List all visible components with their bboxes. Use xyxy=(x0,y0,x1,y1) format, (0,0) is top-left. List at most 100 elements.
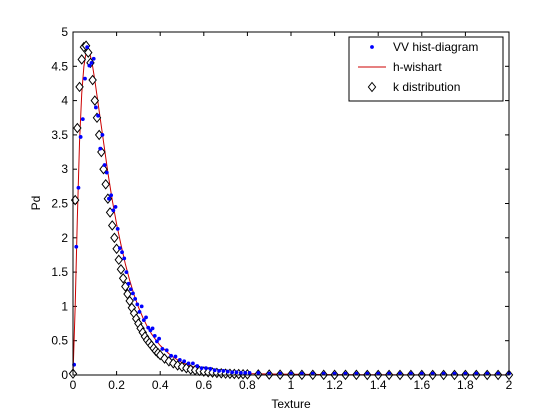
data-point xyxy=(78,135,83,139)
data-point xyxy=(83,76,87,81)
data-point xyxy=(113,205,118,209)
data-point xyxy=(204,366,208,371)
y-tick-label: 1.5 xyxy=(51,265,68,279)
legend-entry: VV hist-diagram xyxy=(370,40,478,54)
data-point xyxy=(157,336,162,341)
y-tick-label: 0.5 xyxy=(51,334,68,348)
data-point xyxy=(164,348,169,353)
legend-items: VV hist-diagram h-wishart k distribution xyxy=(358,40,478,94)
data-point xyxy=(128,287,133,292)
data-point xyxy=(137,309,142,314)
data-point xyxy=(96,113,100,118)
legend-entry: k distribution xyxy=(367,80,460,94)
x-tick-label: 1 xyxy=(288,378,295,392)
data-point xyxy=(87,63,92,68)
data-point-diamond xyxy=(114,254,124,266)
data-point xyxy=(238,371,243,375)
data-point xyxy=(76,185,81,190)
data-point-diamond xyxy=(90,95,100,106)
data-point xyxy=(155,339,159,344)
data-point xyxy=(85,45,90,49)
data-point xyxy=(144,315,148,320)
x-tick-label: 0.8 xyxy=(239,378,256,392)
y-tick-label: 3 xyxy=(61,162,68,176)
data-point xyxy=(120,250,124,255)
y-tick-label: 2 xyxy=(61,231,68,245)
y-tick-label: 0 xyxy=(61,368,68,382)
y-tick-label: 4 xyxy=(61,94,68,108)
data-point xyxy=(230,370,235,375)
y-tick-label: 5 xyxy=(61,25,68,39)
data-point xyxy=(243,371,248,375)
x-tick-label: 0.6 xyxy=(195,378,212,392)
data-point xyxy=(104,170,109,175)
data-point xyxy=(93,105,98,110)
data-point xyxy=(186,361,191,366)
y-tick-label: 4.5 xyxy=(51,59,68,73)
data-point-diamond xyxy=(84,47,93,58)
legend-swatch-marker xyxy=(370,45,374,49)
data-point xyxy=(111,208,116,213)
data-point xyxy=(135,302,140,307)
data-point xyxy=(256,371,261,375)
data-point xyxy=(126,281,131,286)
x-tick-label: 2 xyxy=(506,378,513,392)
data-point xyxy=(173,354,178,359)
data-point xyxy=(124,270,129,274)
y-tick-label: 1 xyxy=(61,299,68,313)
x-tick-label: 1.6 xyxy=(413,378,430,392)
data-point xyxy=(133,296,138,301)
data-point xyxy=(102,163,107,167)
data-point xyxy=(109,193,114,198)
data-point xyxy=(131,291,135,296)
legend-label: k distribution xyxy=(393,80,460,94)
x-tick-label: 1.8 xyxy=(457,378,474,392)
data-point-diamond xyxy=(116,264,126,275)
data-point xyxy=(247,371,252,375)
data-point xyxy=(146,325,151,330)
x-tick-label: 0.2 xyxy=(108,378,125,392)
data-point xyxy=(169,353,174,358)
data-point xyxy=(115,226,120,231)
legend-label: h-wishart xyxy=(393,60,442,74)
data-point xyxy=(139,304,144,309)
data-point-diamond xyxy=(77,54,86,65)
data-point xyxy=(182,359,187,364)
y-tick-label: 2.5 xyxy=(51,197,68,211)
legend-entry: h-wishart xyxy=(358,60,442,74)
y-tick-label: 3.5 xyxy=(51,128,68,142)
data-point xyxy=(177,358,182,362)
data-point xyxy=(208,366,213,371)
data-point xyxy=(152,333,157,338)
data-point xyxy=(117,246,122,250)
x-tick-label: 1.4 xyxy=(370,378,387,392)
data-point-diamond xyxy=(88,74,97,86)
data-point xyxy=(150,326,155,331)
data-point xyxy=(191,361,195,366)
data-point-diamond xyxy=(73,122,82,134)
data-point xyxy=(89,60,94,65)
data-point xyxy=(225,369,230,374)
data-point xyxy=(80,117,85,122)
legend-box xyxy=(348,36,504,102)
data-point-diamond xyxy=(110,232,119,244)
data-point xyxy=(122,256,127,261)
data-point xyxy=(74,244,79,249)
legend-swatch-marker xyxy=(367,81,377,93)
data-point-diamond xyxy=(118,272,128,284)
legend-label: VV hist-diagram xyxy=(393,40,478,54)
data-point xyxy=(199,366,204,371)
data-point xyxy=(217,368,221,373)
data-point xyxy=(195,364,200,368)
y-axis-label: Pd xyxy=(29,196,43,211)
data-point xyxy=(100,133,105,137)
data-point-diamond xyxy=(75,81,84,93)
x-tick-label: 0.4 xyxy=(152,378,169,392)
data-point xyxy=(141,318,146,323)
legend: VV hist-diagram h-wishart k distribution xyxy=(348,36,504,102)
x-tick-label: 0 xyxy=(70,378,77,392)
data-point xyxy=(221,368,226,373)
x-tick-label: 1.2 xyxy=(326,378,343,392)
data-point xyxy=(107,196,111,201)
